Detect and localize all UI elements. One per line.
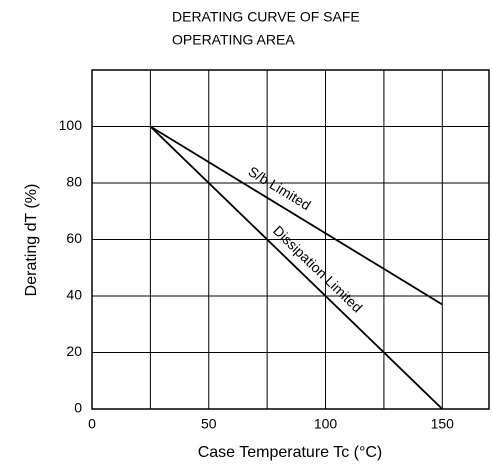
y-tick-label: 40 [66,287,82,303]
y-axis-label: Derating dT (%) [23,184,40,297]
line [149,125,443,410]
x-tick-label: 100 [314,416,338,432]
y-tick-label: 0 [74,400,82,416]
chart-title: DERATING CURVE OF SAFE [172,9,360,25]
x-tick-label: 150 [431,416,455,432]
y-tick-label: 100 [59,117,83,133]
y-tick-label: 80 [66,174,82,190]
y-tick-label: 20 [66,343,82,359]
x-tick-label: 0 [88,416,96,432]
line [149,125,443,306]
x-axis-label: Case Temperature Tc (°C) [198,444,383,461]
x-tick-label: 50 [201,416,217,432]
y-tick-label: 60 [66,230,82,246]
chart-title: OPERATING AREA [172,32,295,48]
line-label: Dissipation Limited [270,222,366,315]
